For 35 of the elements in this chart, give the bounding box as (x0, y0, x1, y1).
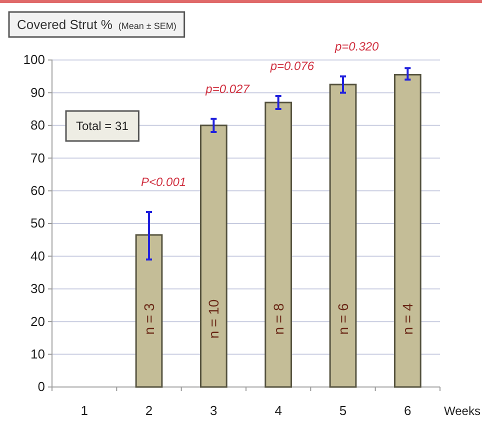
y-tick-label: 10 (30, 346, 45, 362)
x-tick-label: 6 (404, 403, 412, 418)
x-tick-label: 5 (339, 403, 347, 418)
annotation: Total = 31 (76, 119, 129, 133)
annotation: P<0.001 (141, 175, 186, 190)
y-tick-label: 70 (30, 150, 45, 166)
x-axis-title: Weeks (444, 404, 480, 418)
text: p=0.320 (334, 39, 380, 54)
bar (135, 234, 163, 388)
bar (329, 84, 357, 388)
x-tick-label: 4 (274, 403, 282, 418)
x-tick-label: 2 (145, 403, 153, 418)
annotation: n = 8 (270, 303, 286, 335)
annotation: n = 3 (141, 303, 157, 335)
y-tick-label: 100 (23, 52, 45, 68)
annotation: p=0.076 (269, 58, 314, 73)
x-tick-label: 1 (80, 403, 88, 418)
y-tick-label: 50 (30, 216, 45, 231)
y-tick-label: 0 (38, 379, 45, 394)
y-tick-label: 60 (30, 182, 45, 198)
annotation: n = 10 (206, 299, 222, 339)
y-tick-label: 30 (30, 281, 45, 296)
annotation: n = 6 (335, 303, 351, 335)
chart-title: Covered Strut % (17, 17, 113, 32)
y-tick-label: 40 (30, 248, 45, 264)
y-tick-label: 90 (30, 84, 45, 100)
bar (264, 102, 292, 388)
y-tick-label: 20 (30, 314, 45, 329)
annotation: n = 4 (400, 303, 416, 335)
x-tick-label: 3 (210, 403, 218, 418)
chart-subtitle: (Mean ± SEM) (118, 21, 176, 31)
bar (394, 74, 422, 388)
y-tick-label: 80 (30, 118, 45, 133)
bar (200, 124, 228, 388)
annotation: p=0.027 (204, 82, 251, 96)
